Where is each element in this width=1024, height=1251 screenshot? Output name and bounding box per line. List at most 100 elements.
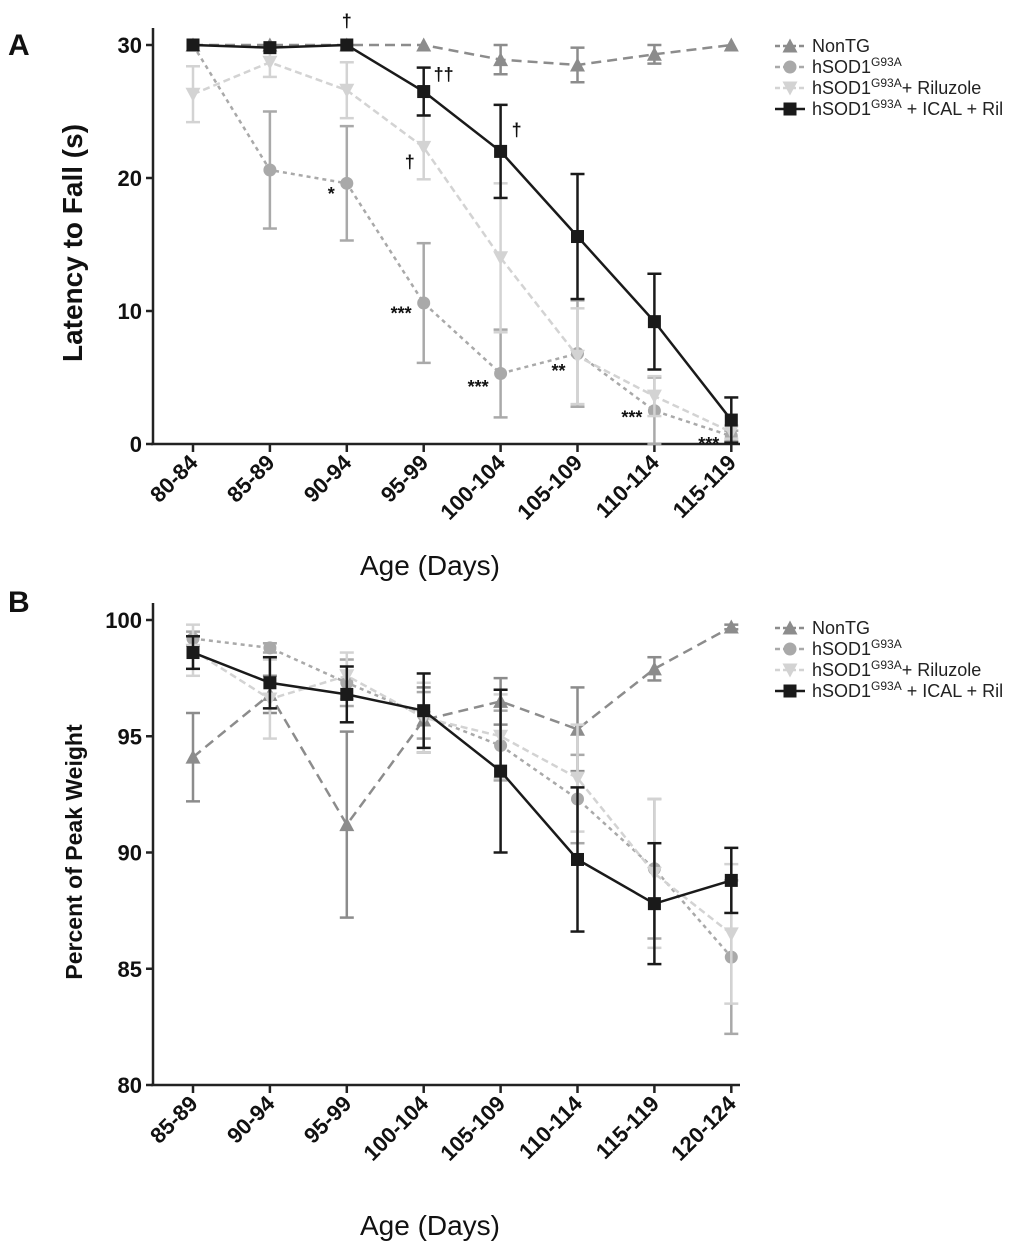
panel-b-x-tick-label: 110-114 (514, 1090, 588, 1164)
panel-a-series (185, 37, 739, 446)
panel-b-x-tick-label: 90-94 (222, 1090, 280, 1148)
panel-a-significance-mark: *** (468, 377, 489, 397)
panel-a-legend-marker (783, 60, 797, 74)
panel-a-y-tick-label: 30 (118, 33, 142, 58)
panel-a-significance-mark: *** (391, 304, 412, 324)
panel-a-x-tick-label: 115-119 (668, 450, 741, 523)
panel-a-legend-label: NonTG (812, 36, 870, 56)
panel-b-data-point (571, 852, 584, 866)
panel-a-series-3 (186, 38, 739, 444)
panel-a-series-line (191, 44, 732, 438)
panel-a-significance-mark: *** (698, 434, 719, 454)
panel-a-x-ticks: 80-84 85-89 90-94 95-99 100-104 105-109 110-11… (145, 444, 741, 525)
panel-a-data-point (416, 37, 432, 52)
panel-b-data-point (417, 704, 431, 718)
panel-a-y-tick-label: 0 (130, 432, 142, 457)
panel-a-legend-item: hSOD1G93A (775, 55, 902, 77)
panel-b-data-point (185, 749, 201, 764)
panel-b-x-tick-label: 95-99 (299, 1091, 356, 1148)
panel-a-legend-label: hSOD1G93A (812, 55, 902, 77)
panel-a-x-tick-label: 90-94 (299, 449, 357, 507)
panel-a-x-tick-label: 85-89 (222, 450, 279, 507)
panel-a-legend-marker (782, 81, 798, 96)
panel-a-series-2 (185, 46, 739, 440)
panel-a-data-point (417, 85, 431, 99)
panel-b-y-tick-label: 80 (118, 1073, 142, 1098)
panel-a-significance-mark: ** (551, 361, 565, 381)
panel-b-data-point (723, 927, 739, 942)
panel-b-legend-marker (782, 620, 798, 635)
panel-a-x-tick-label: 105-109 (512, 450, 587, 525)
panel-b-data-point (647, 897, 661, 911)
panel-a-data-point (646, 389, 662, 404)
panel-b-legend-label: hSOD1G93A+ Riluzole (812, 658, 981, 680)
panel-a-annotations: †††††*************** (328, 11, 720, 454)
panel-b-y-tick-label: 90 (118, 841, 142, 866)
panel-a-x-tick-label: 80-84 (145, 449, 203, 507)
panel-a-data-point (339, 83, 355, 98)
panel-b-legend-marker (782, 663, 798, 678)
panel-b-data-point (340, 687, 354, 701)
panel-a-data-point (494, 367, 508, 381)
panel-a-data-point (493, 52, 509, 67)
panel-a-data-point (340, 38, 354, 52)
panel-b-legend-item: hSOD1G93A (775, 637, 902, 659)
panel-b-x-tick-label: 100-104 (358, 1090, 433, 1165)
panel-b-series-line (192, 651, 732, 906)
panel-b-series-3 (186, 635, 739, 966)
panel-a-data-point (416, 140, 432, 155)
panel-a-data-point (571, 230, 584, 244)
panel-b-x-axis-title: Age (Days) (360, 1210, 500, 1241)
panel-b-data-point (494, 764, 508, 778)
panel-b-y-tick-label: 100 (105, 608, 142, 633)
panel-a-letter: A (8, 29, 30, 62)
panel-a-x-tick-label: 110-114 (591, 449, 665, 523)
panel-a-data-point (570, 57, 585, 72)
panel-a-data-point (724, 413, 738, 427)
panel-b-legend-marker (783, 684, 797, 698)
panel-b-data-point (724, 873, 738, 887)
panel-a-y-ticks: 0 10 20 30 (118, 33, 153, 457)
panel-b-x-tick-label: 105-109 (435, 1091, 510, 1166)
panel-a-significance-mark: † (512, 120, 522, 140)
panel-a-significance-mark: *** (621, 407, 642, 427)
panel-a-data-point (185, 87, 201, 102)
panel-a-legend-label: hSOD1G93A+ Riluzole (812, 76, 981, 98)
panel-a-series-line (192, 43, 733, 421)
panel-a-significance-mark: * (328, 184, 335, 204)
panel-a-series-1 (186, 38, 739, 446)
panel-a-significance-mark: † (342, 11, 352, 31)
panel-a-data-point (340, 176, 354, 190)
panel-b-legend-label: NonTG (812, 618, 870, 638)
panel-b-y-axis-title: Percent of Peak Weight (61, 724, 87, 980)
panel-b-legend-label: hSOD1G93A (812, 637, 902, 659)
panel-a-significance-mark: † (405, 152, 415, 172)
panel-b-legend-marker (783, 642, 797, 656)
panel-b-x-tick-label: 120-124 (666, 1090, 741, 1165)
panel-a-y-axis-title: Latency to Fall (s) (57, 124, 88, 362)
panel-a-data-point (647, 315, 661, 329)
panel-b-data-point (646, 661, 662, 676)
panel-a-data-point (417, 296, 431, 310)
panel-a-data-point (494, 144, 508, 158)
panel-a-significance-mark: †† (434, 64, 454, 84)
panel-a-legend-item: hSOD1G93A + ICAL + Ril (775, 97, 1003, 119)
panel-a-y-tick-label: 20 (118, 166, 142, 191)
panel-a-axes (151, 28, 740, 446)
panel-b-series-line (192, 625, 732, 827)
panel-a-x-tick-label: 100-104 (435, 449, 510, 524)
panel-b-legend-item: hSOD1G93A+ Riluzole (775, 658, 981, 680)
panel-a-data-point (493, 251, 509, 266)
panel-a-data-point (263, 41, 277, 55)
panel-a-data-point (186, 38, 200, 52)
panel-b: B Percent of Peak Weight Age (Days) 8085… (8, 586, 1003, 1241)
panel-b-y-tick-label: 85 (118, 957, 142, 982)
panel-b-y-tick-label: 95 (118, 724, 142, 749)
panel-b-y-ticks: 80 85 90 95 100 (105, 608, 153, 1098)
panel-b-data-point (570, 771, 585, 786)
panel-a-legend-marker (782, 38, 798, 53)
panel-b-legend-item: NonTG (775, 618, 870, 638)
panel-b-axes (151, 603, 740, 1087)
